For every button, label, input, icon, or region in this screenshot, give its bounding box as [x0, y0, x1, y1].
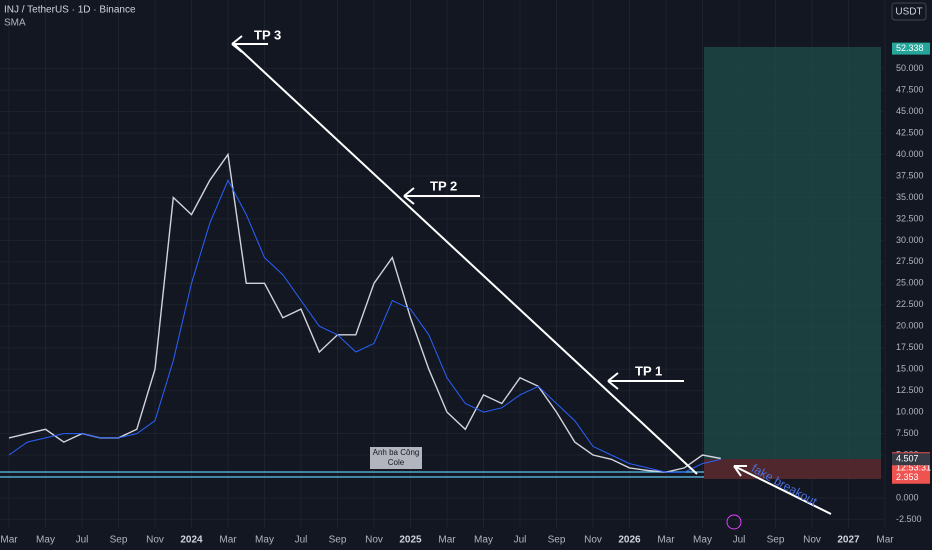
x-tick-label: May: [36, 535, 55, 546]
x-tick-label: May: [693, 535, 712, 546]
x-tick-label: Nov: [146, 535, 164, 546]
x-tick-label: Mar: [438, 535, 456, 546]
x-tick-label: Sep: [767, 535, 785, 546]
y-tick-label: 42.500: [896, 127, 924, 137]
event-icon: [726, 514, 742, 530]
label: Cole: [388, 458, 405, 467]
currency-button[interactable]: [891, 2, 927, 21]
y-tick-label: 27.500: [896, 256, 924, 266]
price-badge: [892, 453, 930, 466]
countdown: 12:53:31: [896, 463, 931, 473]
x-tick-label: Mar: [219, 535, 237, 546]
x-tick-label: Nov: [365, 535, 383, 546]
x-tick-label: 2025: [399, 535, 422, 546]
x-tick-label: Sep: [329, 535, 347, 546]
x-tick-label: Mar: [0, 535, 18, 546]
indicator: SMA: [4, 18, 26, 29]
label-box: [370, 447, 422, 469]
x-tick-label: Mar: [657, 535, 675, 546]
x-tick-label: 2026: [618, 535, 641, 546]
currency[interactable]: USDT: [895, 7, 922, 18]
y-tick-label: 25.000: [896, 278, 924, 288]
x-tick-label: Nov: [584, 535, 602, 546]
x-tick-label: 2027: [837, 535, 860, 546]
y-tick-label: 12.500: [896, 385, 924, 395]
annotation: TP 1: [635, 363, 662, 378]
y-tick-label: 47.500: [896, 85, 924, 95]
price-badge: [892, 471, 930, 484]
y-tick-label: 20.000: [896, 321, 924, 331]
stop-zone: [704, 459, 881, 479]
y-tick-label: 7.500: [896, 428, 919, 438]
y-tick-label: 10.000: [896, 406, 924, 416]
x-tick-label: Sep: [110, 535, 128, 546]
arrow: [607, 372, 684, 390]
x-tick-label: Jul: [76, 535, 89, 546]
price-badge: [892, 42, 930, 55]
y-tick-label: 45.000: [896, 106, 924, 116]
y-tick-label: 37.500: [896, 170, 924, 180]
y-tick-label: 32.500: [896, 213, 924, 223]
title: INJ / TetherUS · 1D · Binance: [4, 5, 136, 16]
x-tick-label: Nov: [803, 535, 821, 546]
x-tick-label: Jul: [295, 535, 308, 546]
price-line: [8, 179, 721, 473]
x-tick-label: 2024: [180, 535, 203, 546]
annotation: TP 2: [430, 178, 457, 193]
y-tick-label: 0.000: [896, 492, 919, 502]
y-tick-label: 22.500: [896, 299, 924, 309]
annotation: TP 3: [254, 27, 281, 42]
y-tick-label: -2.500: [896, 514, 922, 524]
x-tick-label: Sep: [548, 535, 566, 546]
y-tick-label: 30.000: [896, 235, 924, 245]
arrow: [403, 187, 480, 205]
arrow: [231, 35, 268, 53]
y-tick-label: 40.000: [896, 149, 924, 159]
x-tick-label: Jul: [733, 535, 746, 546]
price-badge-label: 2.353: [896, 472, 919, 482]
y-tick-label: 15.000: [896, 364, 924, 374]
price-badge-label: 4.507: [896, 454, 919, 464]
arrow: [733, 465, 832, 515]
x-tick-label: Mar: [876, 535, 894, 546]
x-tick-label: May: [474, 535, 493, 546]
y-tick-label: 35.000: [896, 192, 924, 202]
label: Anh ba Công: [373, 448, 420, 457]
trend-line: [233, 43, 698, 475]
y-tick-label: 50.000: [896, 63, 924, 73]
price-badge-label: 52.338: [896, 43, 924, 53]
x-tick-label: Jul: [514, 535, 527, 546]
y-tick-label: 17.500: [896, 342, 924, 352]
target-zone: [704, 47, 881, 459]
price-line: [8, 152, 721, 473]
x-tick-label: May: [255, 535, 274, 546]
